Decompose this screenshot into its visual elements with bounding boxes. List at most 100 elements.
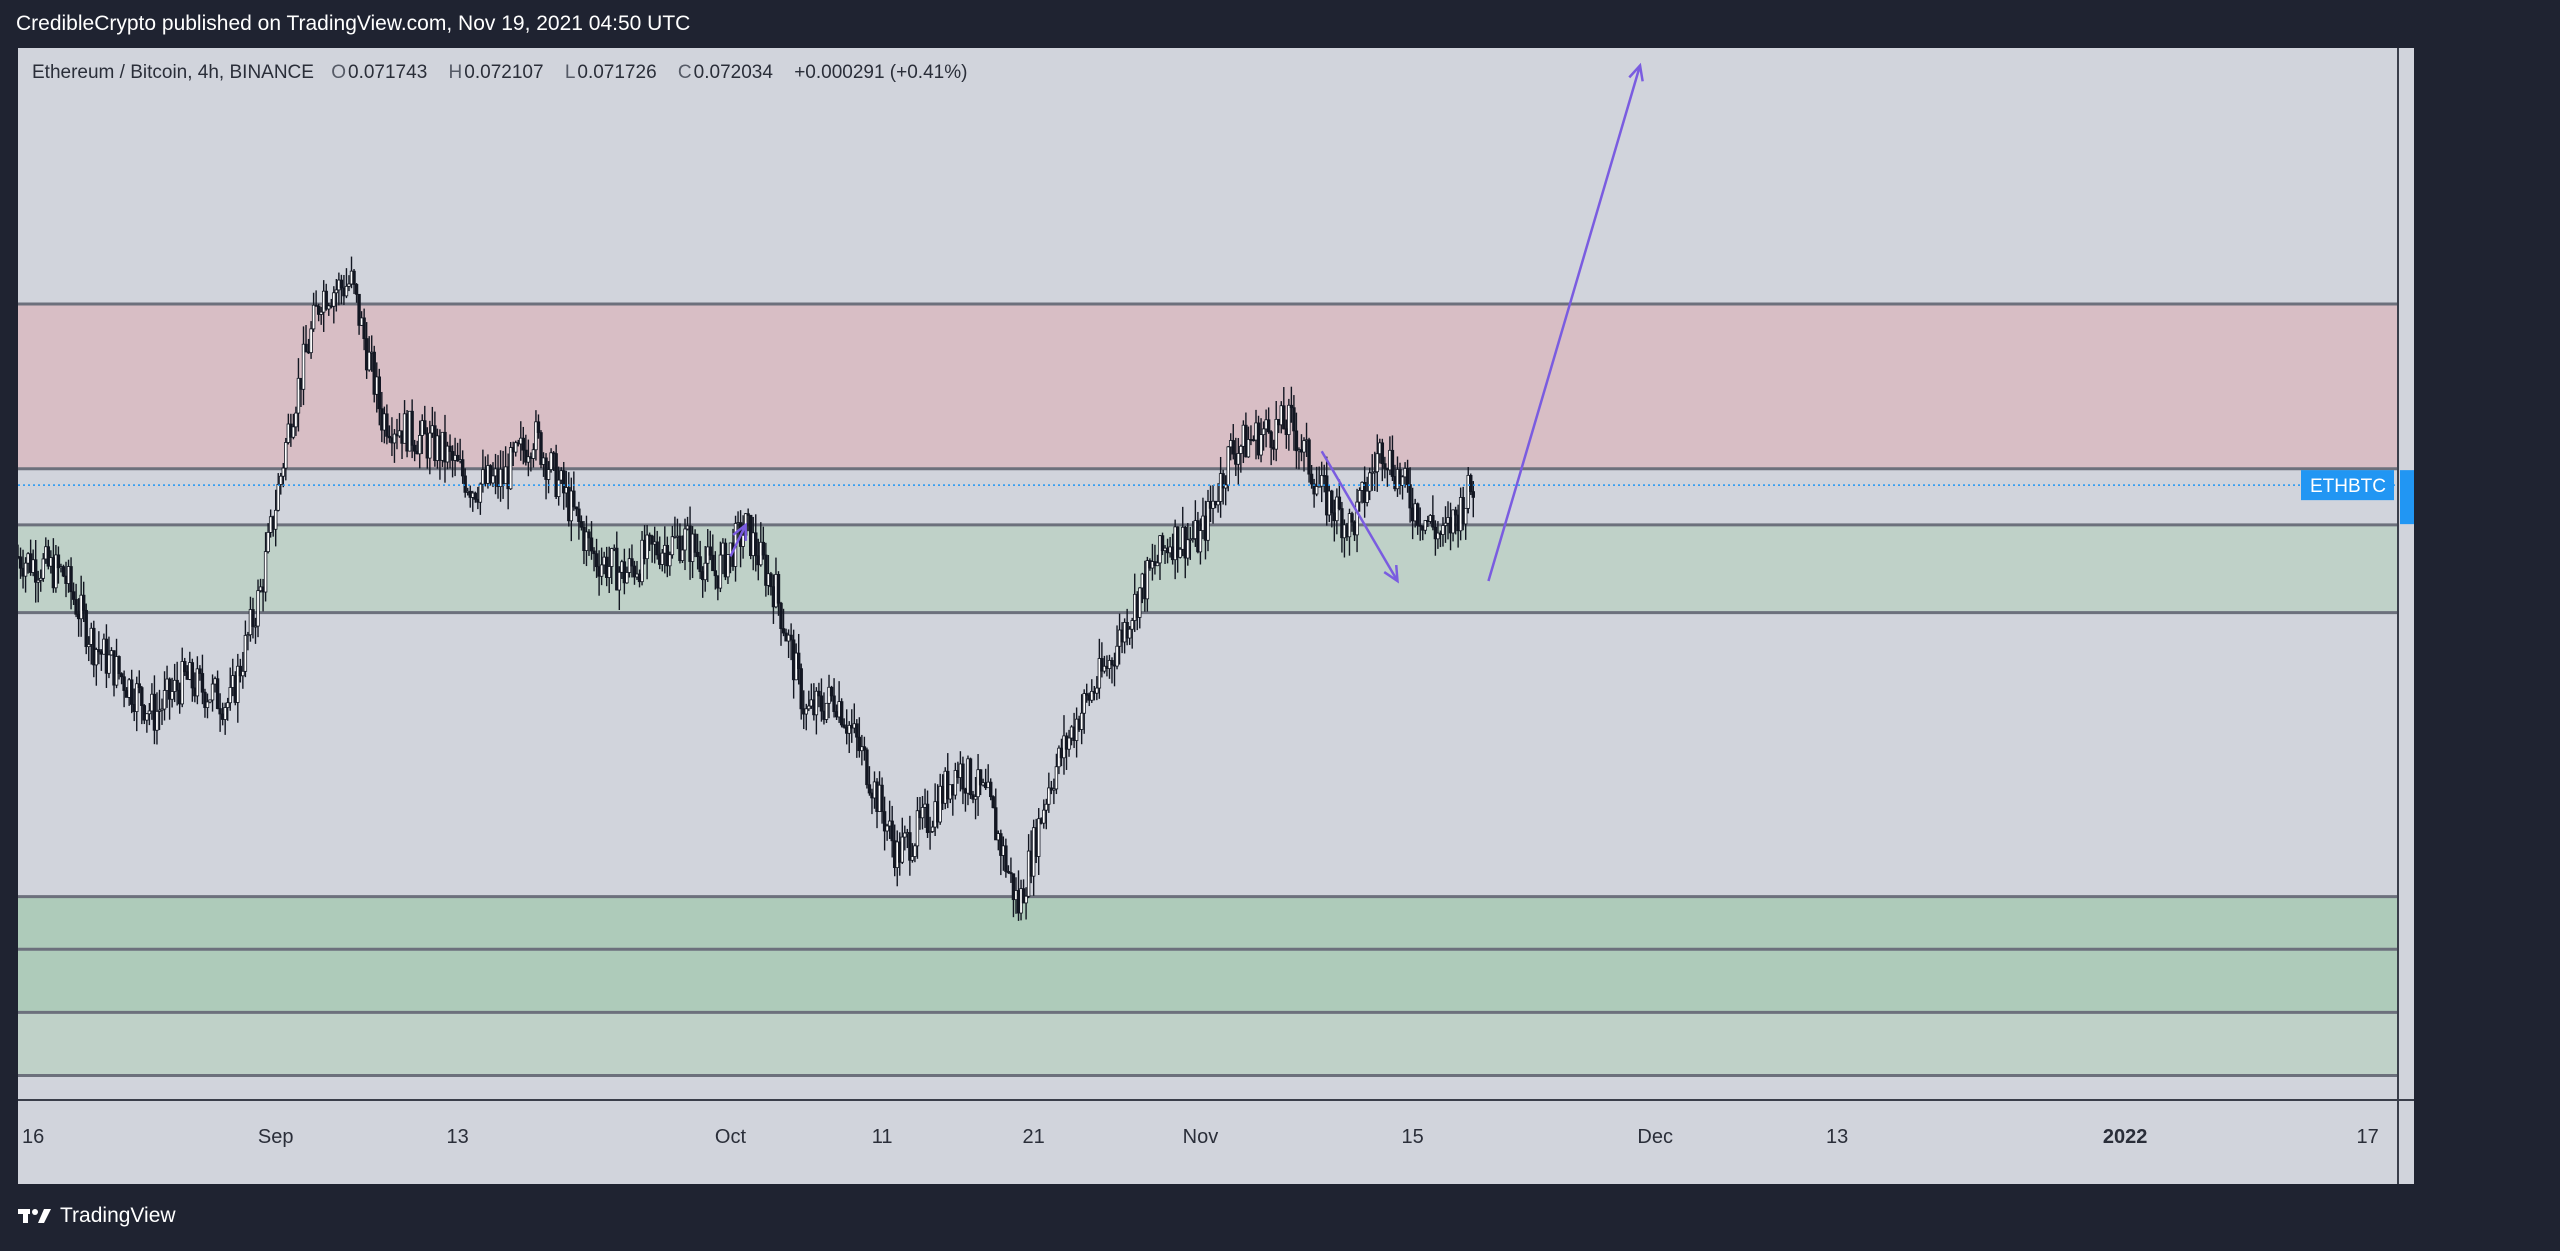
candle-up [885,825,889,832]
candle [994,788,998,841]
candle [589,521,594,560]
candle-down [880,784,884,812]
candle-down [251,609,255,627]
candle [241,651,245,689]
candle [94,647,99,686]
candle [314,290,318,307]
candle-down [890,820,894,842]
candle [1431,495,1435,531]
candle [210,674,215,712]
candle-up [1314,486,1319,495]
candle-down [1292,407,1296,432]
candle-down [84,609,88,648]
candle [655,530,659,560]
candle-down [71,591,76,600]
candle-down [842,724,846,728]
projection-arrow [1487,62,1644,582]
candle-up [41,558,45,579]
candle [1294,412,1299,469]
candle [610,547,614,585]
candle [556,466,561,506]
candle [478,482,483,515]
candle [999,829,1003,876]
candle [915,797,920,859]
candle-up [274,509,278,530]
candle [352,268,356,294]
candle [534,410,538,461]
candle-down [372,351,376,395]
candle [1231,424,1235,460]
candle [539,430,543,469]
candle-up [1052,788,1056,791]
candle-down [615,547,619,591]
candle-up [1436,532,1440,540]
candle [1004,838,1008,878]
candle [319,306,323,325]
candle [574,506,579,517]
x-tick-label: Oct [715,1126,747,1148]
candle-up [296,377,301,414]
candle [769,571,773,596]
candle-up [241,670,245,677]
legend-high-key: H [448,62,463,83]
legend-close: 0.072034 [693,62,773,83]
candle-down [142,705,147,721]
candle-up [973,796,978,800]
chart-area[interactable]: 0.0560000.0580000.0600000.0620000.064000… [18,48,2414,1184]
candle-down [387,435,392,439]
candle [1175,526,1180,573]
candle-up [228,687,232,704]
candle [867,766,872,796]
candle [928,816,932,850]
candle [882,796,887,851]
candle-down [999,833,1003,856]
candle [804,703,808,731]
candle-up [236,665,240,703]
projection-arrow [1320,450,1399,584]
candle-up [107,654,111,674]
candle-up [87,644,91,648]
candle [640,530,644,586]
candle-down [829,686,834,697]
price-chart[interactable]: 0.0560000.0580000.0600000.0620000.064000… [18,48,2414,1184]
candle [251,597,255,639]
candle-up [1274,418,1278,450]
candle [1223,475,1228,506]
candle [347,275,351,292]
candle [332,286,336,324]
candle [362,308,366,351]
candle [1375,434,1379,492]
candle [1383,456,1387,479]
candle-down [536,421,541,433]
candle [587,529,591,556]
candle [925,790,930,838]
candle-up [311,304,316,330]
candle [129,669,134,714]
candle-up [36,579,40,583]
candle-up [160,708,164,711]
candle-down [554,453,558,497]
candle-down [74,599,78,615]
candle-down [1289,404,1294,409]
candle-up [1223,484,1228,489]
footer-brand[interactable]: TradingView [18,1204,176,1228]
candle [372,345,376,403]
candle-up [1236,453,1241,465]
candle-up [1079,712,1084,730]
candle [122,670,126,708]
candle-down [521,437,526,451]
candle [1471,481,1475,518]
candle [1317,466,1321,488]
candle-up [1138,587,1142,618]
candle [880,777,884,824]
candle-down [410,410,414,446]
candle-up [309,328,313,354]
candle [1436,521,1440,549]
candle-up [1375,453,1379,473]
candle [354,283,359,303]
candle [203,688,207,718]
candle-up [256,590,260,627]
candle-down [385,413,389,437]
candle-up [1451,509,1455,534]
candle-up [1423,520,1427,531]
